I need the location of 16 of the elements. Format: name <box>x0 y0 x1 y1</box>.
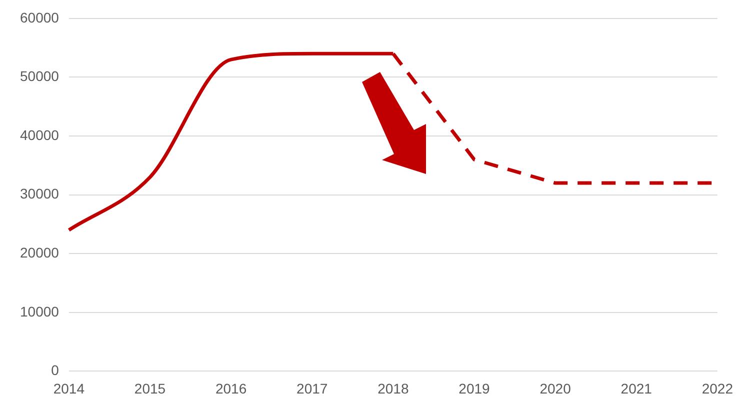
y-tick-label: 0 <box>51 362 60 378</box>
y-tick-label: 30000 <box>20 186 60 202</box>
y-tick-label: 60000 <box>20 9 60 26</box>
y-tick-label: 20000 <box>20 244 60 260</box>
x-tick-label: 2020 <box>540 380 572 396</box>
x-tick-label: 2018 <box>378 380 409 396</box>
y-tick-label: 50000 <box>20 68 60 84</box>
x-tick-label: 2022 <box>702 380 734 396</box>
y-tick-label: 10000 <box>20 303 60 320</box>
x-tick-label: 2021 <box>620 380 652 396</box>
y-tick-label: 40000 <box>20 126 60 143</box>
x-tick-label: 2016 <box>215 380 247 396</box>
x-tick-label: 2015 <box>134 380 166 396</box>
x-tick-label: 2014 <box>53 380 85 396</box>
x-tick-label: 2019 <box>458 380 490 396</box>
x-tick-label: 2017 <box>296 380 328 396</box>
